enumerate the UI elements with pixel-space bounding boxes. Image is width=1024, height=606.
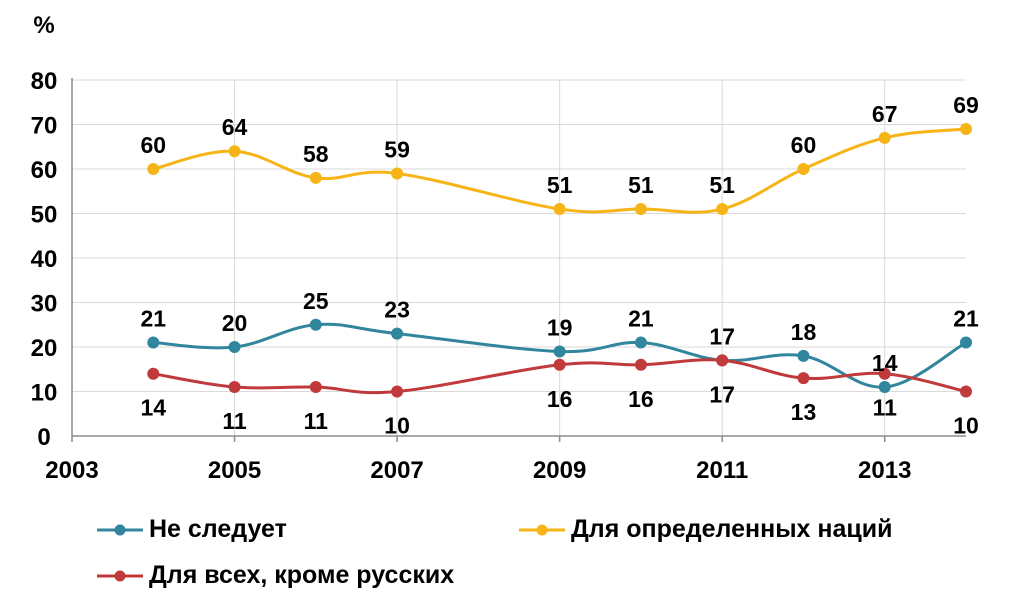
data-point [634, 358, 647, 371]
x-tick-label: 2009 [533, 457, 586, 484]
data-point [553, 203, 566, 216]
data-point [878, 131, 891, 144]
data-point [228, 145, 241, 158]
data-label: 11 [304, 408, 329, 434]
x-tick-label: 2003 [45, 457, 98, 484]
data-label: 67 [872, 101, 898, 127]
data-point [553, 345, 566, 358]
data-point [960, 336, 972, 349]
x-tick-label: 2013 [858, 457, 911, 484]
legend-swatch [97, 524, 143, 535]
legend-item-ne-sleduet: Не следует [97, 515, 287, 544]
x-tick-label: 2005 [208, 457, 261, 484]
series-line [153, 358, 967, 395]
legend-swatch [519, 524, 565, 535]
y-tick-label: 20 [31, 335, 58, 362]
axes [71, 78, 966, 442]
x-tick-labels: 2003 2005 2007 2009 2011 2013 [45, 457, 911, 484]
data-label: 11 [222, 408, 247, 434]
data-label: 13 [791, 399, 817, 425]
y-tick-label: 80 [31, 68, 58, 95]
legend-label: Не следует [149, 515, 287, 543]
legend-label: Для определенных наций [571, 515, 893, 543]
data-point [309, 171, 322, 184]
data-label: 21 [140, 306, 166, 332]
legend-item-dlya-vsekh: Для всех, кроме русских [97, 561, 454, 590]
data-label: 23 [384, 297, 410, 323]
y-tick-label: 0 [37, 424, 50, 451]
series-line [152, 127, 967, 214]
data-point [716, 203, 729, 216]
data-label: 10 [384, 413, 410, 439]
data-point [228, 381, 241, 394]
data-point [797, 372, 810, 385]
data-label: 21 [953, 306, 979, 332]
data-label: 16 [547, 386, 573, 412]
y-tick-label: 40 [31, 246, 58, 273]
data-point [634, 203, 647, 216]
data-labels: 21 20 25 23 19 21 17 18 14 21 60 64 58 59 51 51 51 60 67 69… [140, 92, 979, 439]
data-label: 25 [303, 288, 329, 314]
legend-item-dlya-opredelennykh: Для определенных наций [519, 515, 893, 544]
data-label: 58 [303, 141, 329, 167]
data-label: 17 [709, 323, 735, 349]
y-tick-label: 60 [31, 157, 58, 184]
y-tick-labels: 0 10 20 30 40 50 60 70 80 [31, 68, 58, 451]
data-point [391, 385, 404, 398]
data-label: 19 [547, 314, 573, 340]
data-point [716, 354, 729, 367]
series-points [147, 122, 972, 398]
data-point [391, 167, 404, 180]
data-point [228, 341, 241, 353]
data-label: 17 [709, 381, 735, 407]
data-point [878, 381, 891, 394]
data-point [147, 163, 160, 175]
data-point [309, 381, 322, 394]
data-point [797, 349, 810, 362]
data-point [553, 358, 566, 371]
series-line [153, 322, 967, 389]
data-label: 59 [384, 136, 410, 162]
data-point [960, 122, 972, 135]
y-unit-label: % [33, 12, 54, 39]
data-point [309, 318, 322, 331]
data-label: 16 [628, 386, 654, 412]
y-tick-label: 30 [31, 291, 58, 318]
series-lines [152, 127, 967, 395]
data-point [391, 327, 404, 340]
data-point [147, 336, 160, 349]
data-label: 64 [222, 114, 248, 140]
data-label: 18 [791, 319, 817, 345]
data-point [634, 336, 647, 349]
data-label: 10 [953, 413, 979, 439]
legend-label: Для всех, кроме русских [149, 561, 455, 589]
data-point [878, 367, 891, 380]
data-label: 69 [953, 92, 979, 118]
data-label: 51 [709, 172, 735, 198]
y-tick-label: 70 [31, 113, 58, 140]
data-label: 11 [873, 395, 898, 421]
data-point [797, 163, 810, 175]
y-tick-label: 50 [31, 202, 58, 229]
data-point [147, 367, 160, 380]
data-point [960, 385, 972, 398]
data-label: 14 [872, 350, 898, 376]
data-label: 60 [140, 132, 166, 158]
data-label: 51 [547, 172, 573, 198]
data-label: 21 [628, 306, 654, 332]
x-tick-label: 2007 [370, 457, 423, 484]
data-label: 20 [222, 310, 248, 336]
x-tick-label: 2011 [696, 457, 748, 484]
data-label: 51 [628, 172, 654, 198]
legend-swatch [97, 570, 143, 581]
data-label: 60 [791, 132, 817, 158]
y-tick-label: 10 [31, 380, 58, 407]
data-label: 14 [140, 395, 166, 421]
